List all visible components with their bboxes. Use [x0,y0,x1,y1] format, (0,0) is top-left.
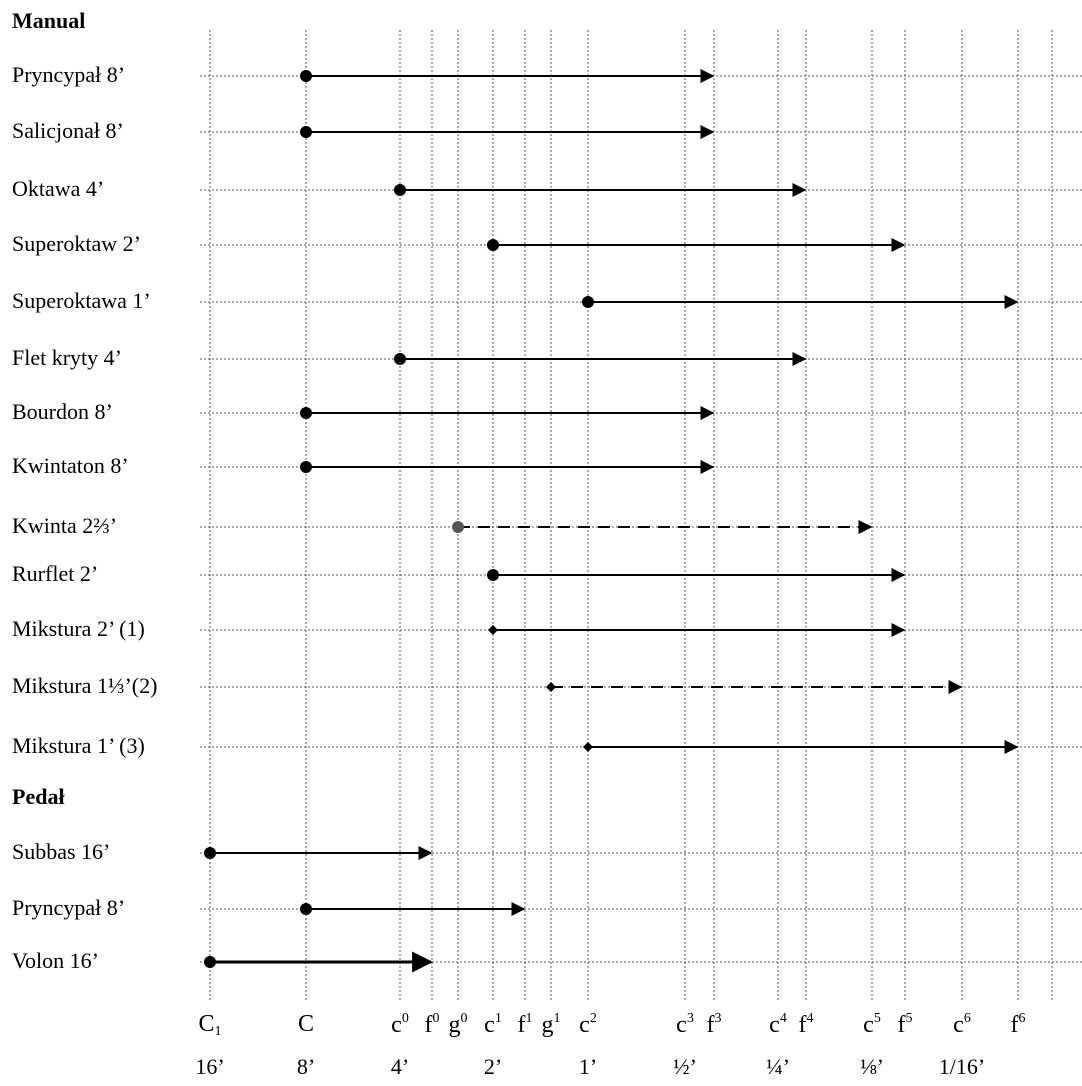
note-tick-label: c5 [863,1011,881,1038]
note-tick-label: g1 [541,1011,561,1038]
manual-stop-label: Superoktaw 2’ [12,231,141,256]
note-tick-label: f1 [517,1011,533,1038]
note-tick-label: C [297,1011,315,1037]
note-tick-label: c1 [484,1011,502,1038]
manual-stop-start-marker-2 [394,184,406,196]
manual-stop-start-marker-4 [582,296,594,308]
manual-stop-label: Kwintaton 8’ [12,453,129,478]
manual-stop-label: Salicjonał 8’ [12,118,124,143]
manual-stop-start-marker-12 [583,742,593,752]
note-tick-label: c3 [676,1011,694,1038]
pedal-stop-label: Volon 16’ [12,948,99,973]
note-tick-label: f3 [706,1011,722,1038]
manual-stop-label: Oktawa 4’ [12,176,105,201]
manual-stop-start-marker-10 [488,625,498,635]
footage-label: 1’ [578,1054,598,1079]
pedal-stop-label: Subbas 16’ [12,839,111,864]
pedal-stop-start-marker-2 [204,956,216,968]
manual-stop-label: Bourdon 8’ [12,399,113,424]
manual-stop-label: Mikstura 1’ (3) [12,733,145,758]
section-title-pedal: Pedał [12,784,65,809]
manual-stop-start-marker-1 [300,126,312,138]
footage-label: 4’ [390,1054,410,1079]
note-tick-label: f0 [424,1011,440,1038]
manual-stop-label: Mikstura 2’ (1) [12,616,145,641]
note-tick-label: f4 [798,1011,814,1038]
note-tick-label: f5 [897,1011,913,1038]
note-tick-label: c0 [391,1011,409,1038]
section-title-manual: Manual [12,8,86,33]
footage-label: ⅛’ [860,1054,884,1079]
footage-label: 8’ [296,1054,316,1079]
manual-stop-start-marker-7 [300,461,312,473]
pedal-stop-start-marker-0 [204,847,216,859]
pedal-stop-label: Pryncypał 8’ [12,895,126,920]
note-tick-label: f6 [1010,1011,1026,1038]
manual-stop-start-marker-9 [487,569,499,581]
manual-stop-start-marker-6 [300,407,312,419]
footage-label: ½’ [673,1054,697,1079]
manual-stop-label: Superoktawa 1’ [12,288,151,313]
note-tick-label: g0 [448,1011,468,1038]
pedal-stop-start-marker-1 [300,903,312,915]
footage-label: 1/16’ [938,1054,986,1079]
note-tick-label: c2 [579,1011,597,1038]
manual-stop-label: Mikstura 1⅓’(2) [12,673,158,698]
note-tick-label: c4 [769,1011,787,1038]
manual-stop-start-marker-11 [546,682,556,692]
manual-stop-start-marker-3 [487,239,499,251]
manual-stop-start-marker-5 [394,353,406,365]
footage-label: 16’ [195,1054,225,1079]
note-tick-label: C1 [198,1011,222,1039]
footage-label: 2’ [483,1054,503,1079]
manual-stop-start-marker-0 [300,70,312,82]
note-tick-label: c6 [953,1011,971,1038]
footage-label: ¼’ [766,1054,790,1079]
manual-stop-label: Pryncypał 8’ [12,62,126,87]
manual-stop-start-marker-8 [452,521,464,533]
manual-stop-label: Flet kryty 4’ [12,345,122,370]
manual-stop-label: Rurflet 2’ [12,561,99,586]
manual-stop-label: Kwinta 2⅔’ [12,513,118,538]
